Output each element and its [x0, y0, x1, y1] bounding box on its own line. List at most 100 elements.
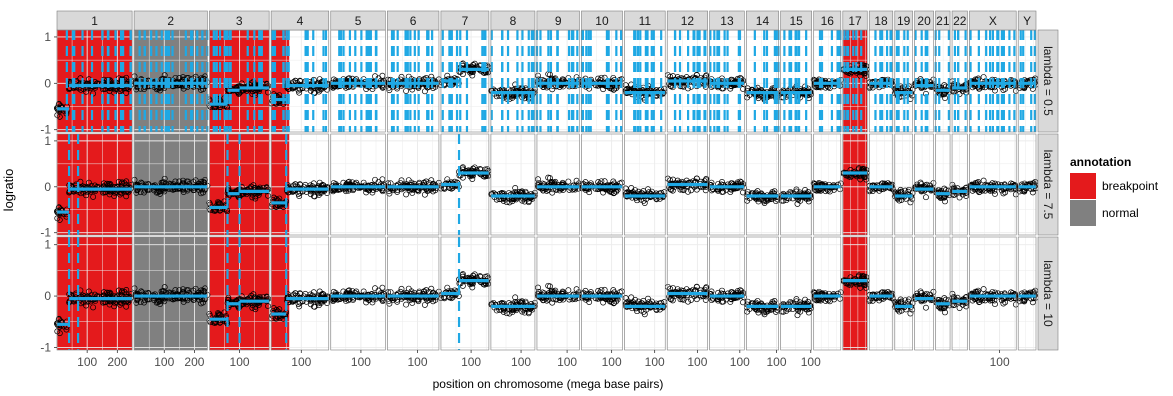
data-point [610, 287, 617, 294]
data-point [688, 187, 695, 194]
data-point [525, 310, 532, 317]
data-point [198, 178, 205, 185]
data-point [703, 175, 710, 182]
data-point [403, 301, 410, 308]
data-point [459, 271, 466, 278]
data-point [121, 288, 128, 295]
data-point [238, 80, 245, 87]
data-point [685, 188, 691, 195]
data-point [448, 295, 455, 302]
data-point [424, 297, 431, 304]
data-point [693, 296, 700, 303]
data-point [669, 297, 676, 304]
data-point [703, 72, 710, 79]
data-point [679, 186, 686, 193]
data-point [133, 299, 140, 306]
data-point [549, 86, 556, 93]
data-point [379, 72, 386, 79]
data-point [159, 179, 166, 186]
data-point [521, 309, 528, 316]
data-point [667, 73, 674, 80]
data-point [645, 295, 651, 302]
panel-bg [624, 237, 666, 350]
data-point [600, 189, 607, 196]
data-point [296, 303, 303, 310]
data-point [353, 288, 360, 295]
data-point [180, 177, 186, 184]
data-point [119, 179, 126, 186]
data-point [595, 179, 602, 186]
data-point [635, 298, 642, 305]
panel-bg [490, 134, 535, 235]
data-point [379, 284, 386, 291]
data-point [55, 316, 62, 323]
data-point [345, 179, 352, 186]
data-point [54, 215, 61, 222]
data-point [310, 180, 317, 187]
data-point [156, 188, 163, 195]
data-point [595, 287, 602, 294]
data-point [156, 85, 163, 92]
data-point [121, 180, 128, 186]
data-point [548, 178, 555, 185]
data-point [613, 298, 620, 305]
data-point [703, 284, 710, 291]
data-point [200, 287, 207, 294]
data-point [297, 77, 303, 84]
data-point [90, 193, 97, 200]
data-point [403, 88, 410, 94]
panel-bg [780, 237, 812, 350]
data-point [601, 286, 608, 293]
data-point [221, 309, 228, 316]
data-point [685, 298, 691, 305]
data-point [386, 87, 393, 94]
annotation-breakpoint-chrom-17 [842, 237, 868, 350]
data-point [547, 283, 553, 290]
data-point [292, 181, 299, 188]
data-point [307, 301, 314, 308]
panel-bg [935, 237, 951, 350]
data-point [548, 287, 555, 294]
data-point [613, 188, 620, 195]
data-point [509, 94, 516, 101]
data-point [265, 89, 272, 96]
data-point [198, 86, 204, 93]
data-point [360, 288, 367, 295]
data-point [297, 181, 303, 188]
data-point [600, 299, 607, 306]
data-point [201, 179, 208, 186]
data-point [600, 86, 607, 93]
annotation-breakpoint-chrom-17 [842, 134, 868, 235]
data-point [688, 296, 695, 303]
data-point [297, 290, 303, 297]
data-point [249, 304, 256, 311]
data-point [677, 296, 684, 303]
data-point [547, 175, 553, 182]
data-point [198, 300, 204, 307]
data-point [398, 177, 405, 184]
data-point [607, 85, 613, 92]
data-point [198, 190, 204, 197]
panel-bg [780, 134, 812, 235]
panel-bg [746, 237, 779, 350]
data-point [363, 189, 370, 196]
data-point [349, 179, 356, 186]
data-point [668, 296, 675, 303]
data-point [549, 299, 556, 306]
data-point [118, 300, 125, 307]
data-point [512, 294, 519, 301]
data-point [345, 288, 352, 294]
data-point [238, 293, 245, 300]
panel-bg [490, 30, 535, 132]
data-point [180, 74, 186, 81]
data-point [503, 310, 510, 317]
panel-bg [746, 134, 779, 235]
panel-bg [490, 237, 535, 350]
data-point [535, 284, 541, 291]
data-point [509, 198, 516, 205]
data-point [90, 304, 97, 311]
data-point [133, 189, 140, 196]
panel-bg [935, 134, 951, 235]
data-point [295, 301, 302, 307]
data-point [190, 178, 197, 185]
